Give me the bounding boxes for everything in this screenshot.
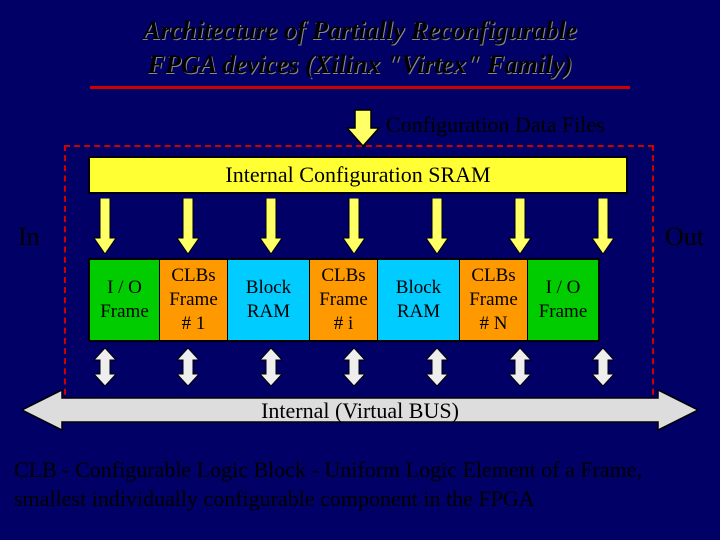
in-label: In — [18, 222, 40, 252]
frame-line: Frame — [169, 288, 218, 312]
frame-line: CLBs — [171, 264, 215, 288]
sram-box: Internal Configuration SRAM — [88, 156, 628, 194]
config-files-label: Configuration Data Files — [386, 112, 605, 138]
down-arrow-icon — [177, 198, 199, 254]
frame-line: RAM — [247, 300, 290, 324]
frame-line: RAM — [397, 300, 440, 324]
title-line2: FPGA devices (Xilinx "Virtex" Family) — [0, 48, 720, 82]
out-label: Out — [665, 222, 704, 252]
bidir-arrow-icon — [260, 348, 282, 386]
sram-to-frame-arrows — [94, 198, 614, 254]
title-underline — [90, 86, 630, 89]
internal-bus: Internal (Virtual BUS) — [22, 388, 698, 432]
frame-line: Frame — [469, 288, 518, 312]
block-ram-2: Block RAM — [378, 260, 460, 340]
clb-frame-1: CLBs Frame # 1 — [160, 260, 228, 340]
frame-line: CLBs — [471, 264, 515, 288]
footer-definition: CLB - Configurable Logic Block - Uniform… — [14, 456, 706, 513]
bus-label: Internal (Virtual BUS) — [22, 398, 698, 424]
frame-line: Frame — [539, 300, 588, 324]
config-input-arrow-icon — [345, 108, 381, 148]
bidir-arrow-icon — [177, 348, 199, 386]
clb-frame-i: CLBs Frame # i — [310, 260, 378, 340]
frame-line: I / O — [107, 276, 142, 300]
frame-to-bus-arrows — [94, 348, 614, 386]
frames-row: I / O Frame CLBs Frame # 1 Block RAM CLB… — [88, 258, 600, 342]
frame-line: Frame — [319, 288, 368, 312]
frame-line: # 1 — [182, 312, 206, 336]
bidir-arrow-icon — [509, 348, 531, 386]
bidir-arrow-icon — [592, 348, 614, 386]
io-frame-left: I / O Frame — [90, 260, 160, 340]
down-arrow-icon — [426, 198, 448, 254]
frame-line: CLBs — [321, 264, 365, 288]
slide-title: Architecture of Partially Reconfigurable… — [0, 0, 720, 82]
down-arrow-icon — [509, 198, 531, 254]
down-arrow-icon — [94, 198, 116, 254]
down-arrow-icon — [343, 198, 365, 254]
frame-line: Block — [396, 276, 441, 300]
frame-line: # N — [480, 312, 508, 336]
title-line1: Architecture of Partially Reconfigurable — [0, 14, 720, 48]
io-frame-right: I / O Frame — [528, 260, 598, 340]
frame-line: Block — [246, 276, 291, 300]
frame-line: I / O — [546, 276, 581, 300]
block-ram-1: Block RAM — [228, 260, 310, 340]
down-arrow-icon — [260, 198, 282, 254]
frame-line: # i — [334, 312, 354, 336]
bidir-arrow-icon — [343, 348, 365, 386]
bidir-arrow-icon — [426, 348, 448, 386]
clb-frame-n: CLBs Frame # N — [460, 260, 528, 340]
frame-line: Frame — [100, 300, 149, 324]
down-arrow-icon — [592, 198, 614, 254]
bidir-arrow-icon — [94, 348, 116, 386]
